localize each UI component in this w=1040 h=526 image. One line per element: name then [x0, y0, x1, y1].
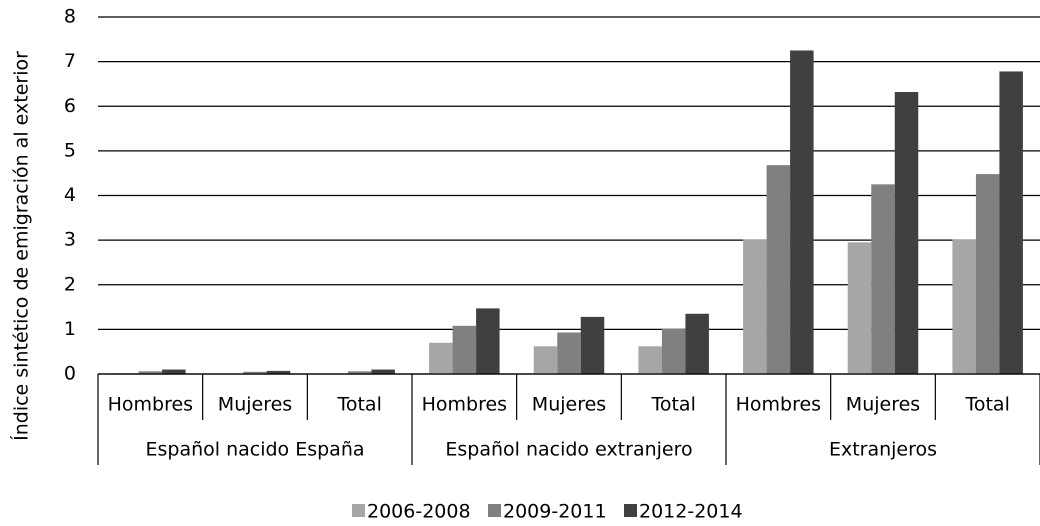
- bar: [661, 328, 686, 374]
- bar: [766, 165, 791, 374]
- bar: [952, 239, 976, 374]
- bar: [162, 369, 186, 374]
- x-tick-label: Mujeres: [846, 394, 920, 416]
- bar: [533, 346, 558, 374]
- bar: [138, 371, 163, 374]
- y-axis-title: Índice sintético de emigración al exteri…: [10, 51, 33, 441]
- bar: [638, 346, 662, 374]
- bar: [743, 239, 767, 374]
- y-tick-label: 2: [64, 273, 76, 295]
- group-label: Español nacido extranjero: [445, 439, 692, 461]
- bar: [476, 308, 500, 374]
- x-tick-label: Total: [650, 394, 695, 416]
- bar: [371, 369, 395, 374]
- bar: [580, 316, 605, 374]
- bar: [266, 370, 291, 374]
- bar: [243, 371, 267, 374]
- x-tick-label: Mujeres: [532, 394, 606, 416]
- bar: [894, 91, 919, 374]
- legend-label: 2012-2014: [639, 501, 743, 523]
- y-tick-label: 1: [64, 318, 76, 340]
- y-tick-label: 6: [64, 95, 76, 117]
- bar: [685, 313, 709, 374]
- bar: [871, 184, 895, 374]
- group-label: Español nacido España: [145, 439, 364, 461]
- legend-swatch: [624, 504, 637, 517]
- x-tick-label: Total: [964, 394, 1009, 416]
- legend-label: 2006-2008: [367, 501, 471, 523]
- bar: [452, 325, 477, 374]
- x-tick-label: Hombres: [108, 394, 193, 416]
- bar: [999, 71, 1023, 374]
- group-label: Extranjeros: [829, 439, 937, 461]
- y-tick-label: 3: [64, 229, 76, 251]
- bar: [429, 342, 453, 374]
- y-tick-label: 4: [64, 184, 76, 206]
- y-tick-label: 8: [64, 6, 76, 28]
- bar: [557, 332, 581, 374]
- x-tick-label: Hombres: [422, 394, 507, 416]
- y-tick-label: 0: [64, 363, 76, 385]
- legend-label: 2009-2011: [503, 501, 607, 523]
- y-tick-label: 7: [64, 50, 76, 72]
- bar: [975, 174, 1000, 374]
- legend-swatch: [352, 504, 365, 517]
- legend-swatch: [488, 504, 501, 517]
- x-tick-label: Mujeres: [218, 394, 292, 416]
- bar: [347, 371, 372, 374]
- bar: [790, 50, 814, 374]
- y-tick-label: 5: [64, 139, 76, 161]
- x-tick-label: Hombres: [736, 394, 821, 416]
- x-tick-label: Total: [336, 394, 381, 416]
- bar: [847, 242, 872, 374]
